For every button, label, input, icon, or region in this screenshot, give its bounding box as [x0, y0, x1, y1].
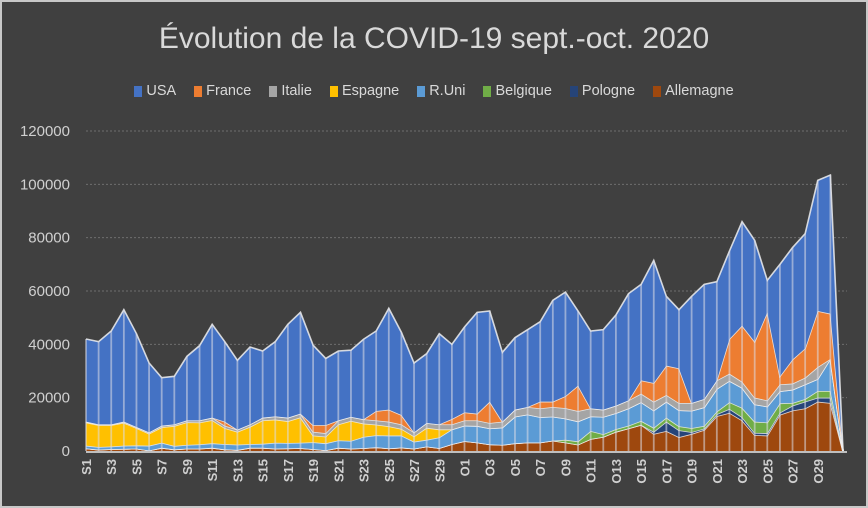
y-tick-label: 80000: [28, 230, 70, 247]
x-tick-label: S25: [382, 459, 397, 482]
x-tick-label: S23: [357, 459, 372, 482]
legend-item-france: France: [194, 83, 251, 99]
legend-item-allemagne: Allemagne: [653, 83, 734, 99]
x-tick-label: O11: [584, 459, 599, 483]
x-tick-label: S7: [155, 459, 170, 475]
legend-label: Pologne: [581, 83, 636, 99]
x-tick-label: S19: [306, 459, 321, 482]
legend-swatch: [269, 85, 278, 97]
legend-label: Espagne: [341, 83, 400, 99]
legend-swatch: [329, 85, 338, 97]
x-tick-label: S1: [79, 459, 94, 475]
legend-swatch: [417, 85, 426, 97]
legend-swatch: [483, 85, 492, 97]
y-tick-label: 120000: [20, 123, 70, 140]
legend-label: Allemagne: [665, 83, 734, 99]
x-axis: S1 S3 S5 S7 S9 S11 S13 S15 S17 S19 S21 S23 S25 S27 S29…: [79, 451, 847, 484]
x-tick-label: O25: [760, 459, 775, 484]
legend-label: France: [206, 83, 252, 99]
legend-swatch: [134, 85, 143, 97]
legend-swatch: [194, 85, 203, 97]
x-tick-label: S29: [432, 459, 447, 482]
x-tick-label: O5: [508, 459, 523, 476]
x-tick-label: S9: [180, 459, 195, 475]
x-tick-label: S21: [331, 459, 346, 482]
x-tick-label: S27: [407, 459, 422, 482]
x-tick-label: O21: [710, 459, 725, 484]
y-tick-label: 60000: [28, 283, 70, 300]
x-tick-label: S15: [256, 459, 271, 482]
y-tick-label: 40000: [28, 336, 70, 353]
chart-title: Évolution de la COVID-19 sept.-oct. 2020: [158, 22, 710, 55]
x-tick-label: S5: [129, 459, 144, 475]
x-tick-label: S11: [205, 459, 220, 481]
legend-label: USA: [146, 83, 177, 99]
x-tick-label: S17: [281, 459, 296, 482]
x-tick-label: O17: [659, 459, 674, 484]
x-tick-label: S13: [230, 459, 245, 482]
y-tick-label: 20000: [28, 390, 70, 407]
x-tick-label: O29: [811, 459, 826, 484]
legend-item-pologne: Pologne: [569, 83, 636, 99]
x-tick-label: O9: [558, 459, 573, 476]
x-tick-label: S3: [104, 459, 119, 475]
legend-item-runi: R.Uni: [417, 83, 465, 99]
legend-item-espagne: Espagne: [329, 83, 400, 99]
legend-item-italie: Italie: [269, 83, 312, 99]
legend: USA France Italie Espagne R.Uni Belgique Polog…: [0, 83, 868, 99]
x-tick-label: O7: [533, 459, 548, 476]
x-tick-label: O27: [786, 459, 801, 484]
x-tick-label: O23: [735, 459, 750, 484]
legend-item-usa: USA: [134, 83, 176, 99]
x-tick-label: O1: [458, 459, 473, 476]
legend-item-belgique: Belgique: [483, 83, 552, 99]
y-axis: 0 20000 40000 60000 80000 100000 120000: [20, 123, 70, 460]
x-tick-label: O19: [685, 459, 700, 484]
x-tick-label: O13: [609, 459, 624, 484]
legend-label: R.Uni: [429, 83, 466, 99]
y-tick-label: 0: [62, 443, 70, 460]
legend-label: Italie: [281, 83, 312, 99]
legend-label: Belgique: [495, 83, 552, 99]
y-tick-label: 100000: [20, 176, 70, 193]
legend-swatch: [653, 85, 662, 97]
x-tick-label: O3: [483, 459, 498, 476]
x-tick-label: O15: [634, 459, 649, 484]
point-dividers: [85, 175, 832, 451]
legend-swatch: [569, 85, 578, 97]
